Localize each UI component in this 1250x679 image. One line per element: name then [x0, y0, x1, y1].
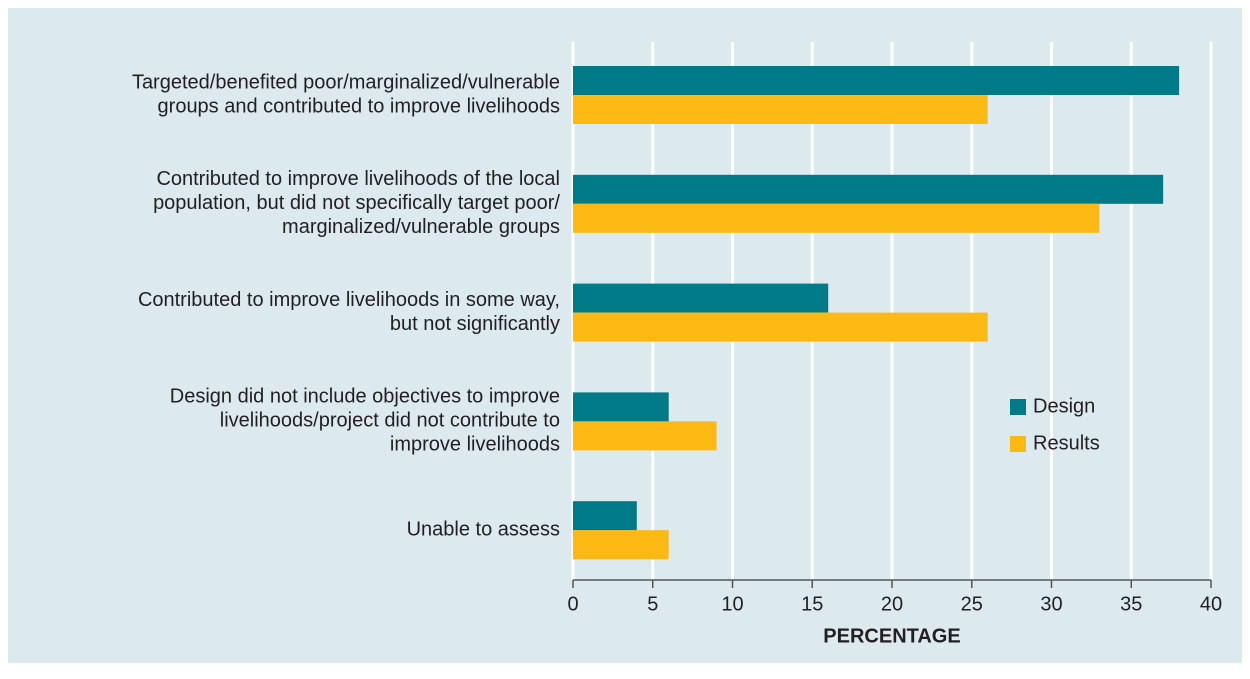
bar [573, 392, 669, 422]
y-tick-label: groups and contributed to improve liveli… [158, 95, 560, 117]
bar [573, 174, 1164, 204]
legend-label: Results [1033, 432, 1100, 454]
y-tick-label: Unable to assess [407, 518, 560, 540]
x-tick-label: 5 [647, 593, 658, 615]
y-tick-label: Contributed to improve livelihoods of th… [156, 168, 560, 190]
bar [573, 66, 1180, 95]
x-tick-label: 20 [881, 593, 903, 615]
bar [573, 530, 669, 560]
y-tick-label: Contributed to improve livelihoods in so… [138, 289, 560, 311]
bar [573, 95, 988, 124]
bar [573, 283, 829, 313]
y-tick-label: Design did not include objectives to imp… [170, 386, 560, 408]
x-tick-label: 10 [721, 593, 743, 615]
x-tick-label: 15 [801, 593, 823, 615]
y-tick-label: livelihoods/project did not contribute t… [220, 410, 560, 432]
bar [573, 421, 717, 451]
legend-label: Design [1033, 395, 1095, 417]
y-tick-label: Targeted/benefited poor/marginalized/vul… [132, 71, 560, 93]
x-tick-label: 25 [961, 593, 983, 615]
x-tick-label: 40 [1200, 593, 1222, 615]
x-axis-label: PERCENTAGE [823, 625, 960, 647]
x-tick-label: 0 [567, 593, 578, 615]
y-tick-label: but not significantly [390, 313, 560, 335]
bar [573, 501, 637, 531]
y-tick-label: improve livelihoods [390, 434, 560, 456]
y-tick-label: marginalized/vulnerable groups [282, 216, 560, 238]
y-tick-label: population, but did not specifically tar… [153, 192, 560, 214]
legend-swatch [1010, 436, 1026, 452]
x-tick-label: 30 [1040, 593, 1062, 615]
x-tick-label: 35 [1120, 593, 1142, 615]
bar [573, 312, 988, 342]
legend-swatch [1010, 399, 1026, 415]
bar [573, 203, 1100, 233]
